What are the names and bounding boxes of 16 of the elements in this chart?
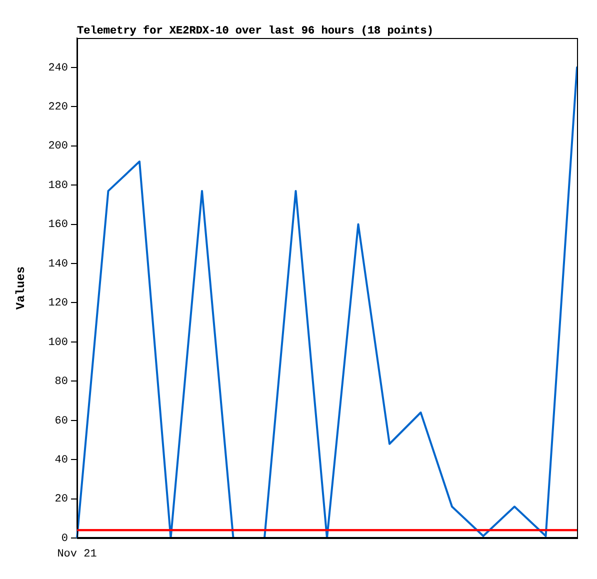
y-axis-title: Values (14, 266, 28, 310)
y-tick-label: 100 (48, 336, 68, 349)
y-tick-label: 80 (54, 376, 68, 388)
chart-title: Telemetry for XE2RDX-10 over last 96 hours (18 points) (77, 24, 434, 38)
y-tick-label: 20 (54, 494, 68, 506)
y-tick-label: 0 (61, 532, 68, 545)
y-tick-label: 140 (48, 258, 68, 270)
y-tick-label: 160 (48, 219, 68, 232)
y-tick-label: 220 (48, 102, 68, 114)
y-tick-label: 40 (54, 454, 68, 466)
x-tick-label: Nov 21 (57, 548, 98, 561)
y-tick-label: 60 (54, 415, 68, 428)
y-tick-label: 240 (48, 62, 68, 74)
y-tick-label: 180 (48, 180, 68, 192)
y-tick-label: 120 (48, 298, 68, 310)
y-tick-label: 200 (48, 140, 68, 153)
